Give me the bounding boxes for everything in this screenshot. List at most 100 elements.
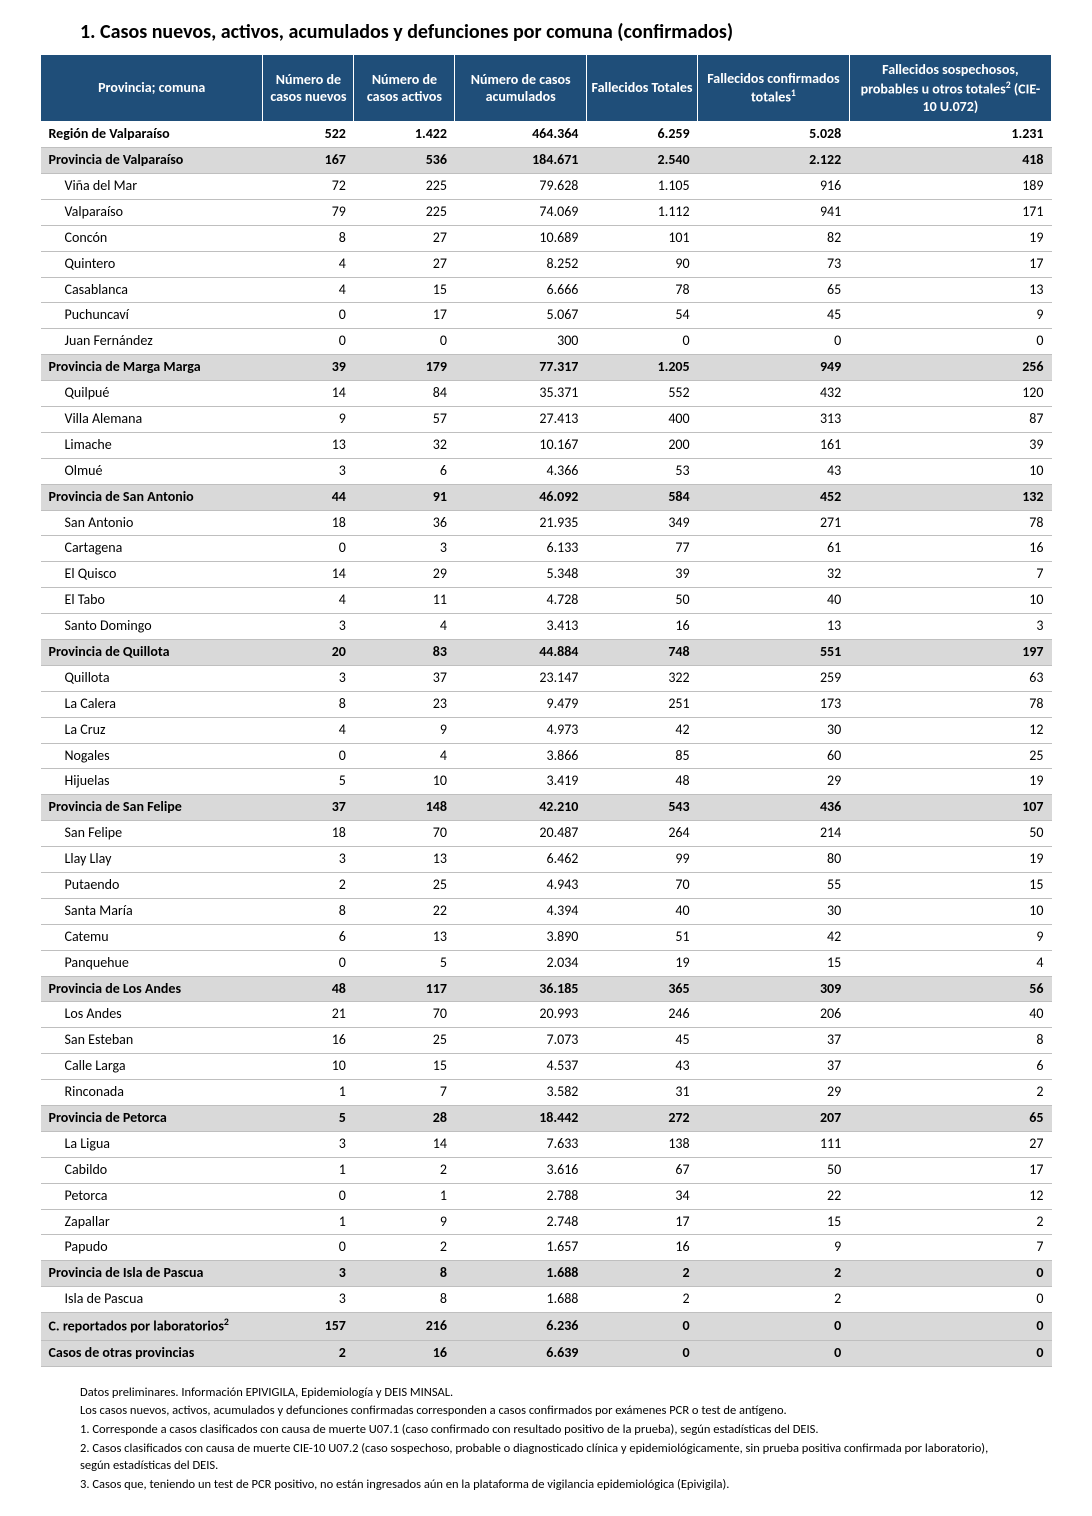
- row-value: 2: [698, 1261, 850, 1287]
- row-value: 1.105: [586, 173, 697, 199]
- row-value: 0: [586, 1340, 697, 1366]
- row-label: Casos de otras provincias: [41, 1340, 263, 1366]
- row-value: 70: [354, 1002, 455, 1028]
- row-value: 2: [698, 1287, 850, 1313]
- row-value: 21.935: [455, 510, 586, 536]
- row-value: 37: [263, 795, 354, 821]
- row-value: 78: [849, 691, 1051, 717]
- row-value: 400: [586, 406, 697, 432]
- row-value: 949: [698, 355, 850, 381]
- row-value: 2: [586, 1287, 697, 1313]
- row-value: 32: [354, 432, 455, 458]
- row-value: 418: [849, 148, 1051, 174]
- row-value: 2: [354, 1235, 455, 1261]
- table-row: Quillota33723.14732225963: [41, 665, 1052, 691]
- row-value: 50: [698, 1157, 850, 1183]
- row-label: Cartagena: [41, 536, 263, 562]
- row-label: Isla de Pascua: [41, 1287, 263, 1313]
- row-value: 3.419: [455, 769, 586, 795]
- row-value: 4: [354, 743, 455, 769]
- row-value: 4.537: [455, 1054, 586, 1080]
- table-row: Concón82710.6891018219: [41, 225, 1052, 251]
- row-value: 748: [586, 639, 697, 665]
- row-value: 214: [698, 821, 850, 847]
- row-value: 15: [698, 950, 850, 976]
- row-value: 4.366: [455, 458, 586, 484]
- row-value: 42: [698, 924, 850, 950]
- row-value: 272: [586, 1106, 697, 1132]
- row-value: 27: [354, 251, 455, 277]
- table-row: Provincia de Los Andes4811736.1853653095…: [41, 976, 1052, 1002]
- row-value: 11: [354, 588, 455, 614]
- row-label: Putaendo: [41, 872, 263, 898]
- row-value: 0: [263, 1183, 354, 1209]
- row-value: 0: [263, 1235, 354, 1261]
- row-value: 4.943: [455, 872, 586, 898]
- row-value: 0: [698, 1340, 850, 1366]
- row-value: 2: [354, 1157, 455, 1183]
- table-row: La Cruz494.973423012: [41, 717, 1052, 743]
- table-row: Provincia de Petorca52818.44227220765: [41, 1106, 1052, 1132]
- row-value: 14: [263, 381, 354, 407]
- row-value: 216: [354, 1313, 455, 1341]
- row-value: 2.122: [698, 148, 850, 174]
- footnote-line: 3. Casos que, teniendo un test de PCR po…: [80, 1477, 1020, 1494]
- row-value: 0: [263, 743, 354, 769]
- row-value: 436: [698, 795, 850, 821]
- row-value: 29: [698, 769, 850, 795]
- row-value: 10.689: [455, 225, 586, 251]
- row-value: 2: [263, 872, 354, 898]
- footnote-line: 2. Casos clasificados con causa de muert…: [80, 1441, 1020, 1475]
- table-row: Provincia de San Felipe3714842.210543436…: [41, 795, 1052, 821]
- row-value: 13: [849, 277, 1051, 303]
- row-value: 90: [586, 251, 697, 277]
- row-value: 63: [849, 665, 1051, 691]
- table-row: Nogales043.866856025: [41, 743, 1052, 769]
- row-value: 2.788: [455, 1183, 586, 1209]
- table-row: Papudo021.6571697: [41, 1235, 1052, 1261]
- row-value: 9: [263, 406, 354, 432]
- row-value: 941: [698, 199, 850, 225]
- row-value: 1.688: [455, 1287, 586, 1313]
- row-value: 7.633: [455, 1131, 586, 1157]
- row-value: 6: [263, 924, 354, 950]
- row-value: 157: [263, 1313, 354, 1341]
- row-label: Quillota: [41, 665, 263, 691]
- row-value: 35.371: [455, 381, 586, 407]
- row-value: 2.034: [455, 950, 586, 976]
- row-value: 3: [263, 614, 354, 640]
- row-value: 4.973: [455, 717, 586, 743]
- row-value: 99: [586, 847, 697, 873]
- row-value: 50: [849, 821, 1051, 847]
- row-label: Provincia de Petorca: [41, 1106, 263, 1132]
- row-value: 8: [849, 1028, 1051, 1054]
- row-value: 42.210: [455, 795, 586, 821]
- table-row: Olmué364.366534310: [41, 458, 1052, 484]
- row-value: 23.147: [455, 665, 586, 691]
- row-value: 3.866: [455, 743, 586, 769]
- row-value: 522: [263, 122, 354, 148]
- row-label: Olmué: [41, 458, 263, 484]
- table-row: Juan Fernández00300000: [41, 329, 1052, 355]
- row-value: 2: [849, 1209, 1051, 1235]
- row-value: 13: [354, 924, 455, 950]
- row-value: 18: [263, 821, 354, 847]
- row-label: Puchuncaví: [41, 303, 263, 329]
- row-value: 9: [849, 303, 1051, 329]
- row-value: 464.364: [455, 122, 586, 148]
- row-value: 0: [849, 1340, 1051, 1366]
- row-value: 6.236: [455, 1313, 586, 1341]
- row-label: Rinconada: [41, 1080, 263, 1106]
- row-value: 1.688: [455, 1261, 586, 1287]
- row-value: 3: [263, 1287, 354, 1313]
- row-label: Provincia de San Antonio: [41, 484, 263, 510]
- row-value: 13: [263, 432, 354, 458]
- table-row: Santo Domingo343.41316133: [41, 614, 1052, 640]
- row-value: 251: [586, 691, 697, 717]
- row-value: 70: [354, 821, 455, 847]
- row-label: Quilpué: [41, 381, 263, 407]
- row-value: 72: [263, 173, 354, 199]
- row-value: 43: [698, 458, 850, 484]
- table-row: Región de Valparaíso5221.422464.3646.259…: [41, 122, 1052, 148]
- row-value: 9: [354, 1209, 455, 1235]
